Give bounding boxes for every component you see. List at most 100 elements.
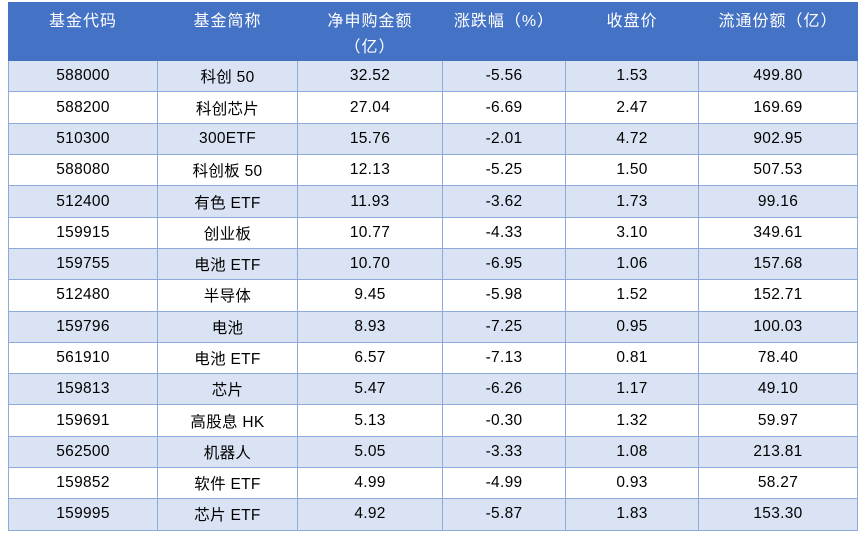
cell-change_pct: -7.13 xyxy=(442,341,566,375)
cell-change_pct: -6.95 xyxy=(442,247,566,281)
cell-close: 1.17 xyxy=(565,373,699,406)
cell-float_shares: 49.10 xyxy=(698,373,858,406)
cell-code: 588080 xyxy=(8,154,158,187)
cell-net_purchase: 5.05 xyxy=(297,435,443,469)
cell-close: 1.53 xyxy=(565,60,699,93)
cell-name: 创业板 xyxy=(157,216,298,249)
cell-change_pct: -3.62 xyxy=(442,185,566,218)
cell-code: 159852 xyxy=(8,467,158,500)
cell-net_purchase: 12.13 xyxy=(297,154,443,187)
cell-name: 300ETF xyxy=(157,122,298,156)
cell-code: 159755 xyxy=(8,247,158,281)
cell-net_purchase: 8.93 xyxy=(297,310,443,343)
cell-net_purchase: 4.92 xyxy=(297,498,443,531)
cell-close: 1.52 xyxy=(565,279,699,312)
table-row: 512400 有色 ETF 11.93 -3.62 1.73 99.16 xyxy=(8,185,858,218)
table-row: 561910 电池 ETF 6.57 -7.13 0.81 78.40 xyxy=(8,341,858,375)
cell-change_pct: -5.98 xyxy=(442,279,566,312)
cell-name: 芯片 ETF xyxy=(157,498,298,531)
cell-change_pct: -6.69 xyxy=(442,91,566,124)
column-header-code: 基金代码 xyxy=(8,1,158,62)
table-row: 159915 创业板 10.77 -4.33 3.10 349.61 xyxy=(8,216,858,249)
cell-close: 1.32 xyxy=(565,404,699,437)
cell-code: 159995 xyxy=(8,498,158,531)
cell-change_pct: -3.33 xyxy=(442,435,566,469)
column-header-change_pct: 涨跌幅（%） xyxy=(442,1,566,62)
cell-float_shares: 78.40 xyxy=(698,341,858,375)
cell-net_purchase: 9.45 xyxy=(297,279,443,312)
cell-code: 562500 xyxy=(8,435,158,469)
cell-code: 561910 xyxy=(8,341,158,375)
table-row: 159852 软件 ETF 4.99 -4.99 0.93 58.27 xyxy=(8,467,858,500)
cell-float_shares: 213.81 xyxy=(698,435,858,469)
cell-change_pct: -5.25 xyxy=(442,154,566,187)
cell-name: 科创 50 xyxy=(157,60,298,93)
cell-close: 1.50 xyxy=(565,154,699,187)
cell-code: 159691 xyxy=(8,404,158,437)
column-header-float_shares: 流通份额（亿） xyxy=(698,1,858,62)
cell-code: 512480 xyxy=(8,279,158,312)
cell-code: 588000 xyxy=(8,60,158,93)
cell-code: 159796 xyxy=(8,310,158,343)
cell-name: 电池 xyxy=(157,310,298,343)
cell-change_pct: -4.33 xyxy=(442,216,566,249)
cell-name: 高股息 HK xyxy=(157,404,298,437)
cell-name: 科创芯片 xyxy=(157,91,298,124)
table-row: 159755 电池 ETF 10.70 -6.95 1.06 157.68 xyxy=(8,247,858,281)
cell-close: 3.10 xyxy=(565,216,699,249)
cell-change_pct: -7.25 xyxy=(442,310,566,343)
cell-close: 1.08 xyxy=(565,435,699,469)
cell-net_purchase: 5.47 xyxy=(297,373,443,406)
cell-name: 有色 ETF xyxy=(157,185,298,218)
table-row: 159796 电池 8.93 -7.25 0.95 100.03 xyxy=(8,310,858,343)
column-header-name: 基金简称 xyxy=(157,1,298,62)
cell-name: 软件 ETF xyxy=(157,467,298,500)
fund-flow-table: 基金代码 基金简称 净申购金额 （亿） 涨跌幅（%） 收盘价 流通份额（亿） 588000… xyxy=(8,1,858,531)
cell-float_shares: 157.68 xyxy=(698,247,858,281)
table-header: 基金代码 基金简称 净申购金额 （亿） 涨跌幅（%） 收盘价 流通份额（亿） xyxy=(8,1,858,62)
cell-net_purchase: 10.70 xyxy=(297,247,443,281)
cell-name: 电池 ETF xyxy=(157,341,298,375)
cell-close: 0.95 xyxy=(565,310,699,343)
cell-change_pct: -2.01 xyxy=(442,122,566,156)
cell-float_shares: 152.71 xyxy=(698,279,858,312)
cell-name: 机器人 xyxy=(157,435,298,469)
table-row: 159691 高股息 HK 5.13 -0.30 1.32 59.97 xyxy=(8,404,858,437)
cell-name: 科创板 50 xyxy=(157,154,298,187)
column-header-net_purchase: 净申购金额 （亿） xyxy=(297,1,443,62)
cell-code: 588200 xyxy=(8,91,158,124)
cell-float_shares: 169.69 xyxy=(698,91,858,124)
cell-float_shares: 100.03 xyxy=(698,310,858,343)
cell-code: 159915 xyxy=(8,216,158,249)
table-row: 562500 机器人 5.05 -3.33 1.08 213.81 xyxy=(8,435,858,469)
cell-code: 159813 xyxy=(8,373,158,406)
table-row: 588000 科创 50 32.52 -5.56 1.53 499.80 xyxy=(8,60,858,93)
cell-net_purchase: 15.76 xyxy=(297,122,443,156)
cell-change_pct: -5.87 xyxy=(442,498,566,531)
table-row: 159813 芯片 5.47 -6.26 1.17 49.10 xyxy=(8,373,858,406)
column-header-close: 收盘价 xyxy=(565,1,699,62)
cell-change_pct: -6.26 xyxy=(442,373,566,406)
cell-float_shares: 59.97 xyxy=(698,404,858,437)
cell-close: 4.72 xyxy=(565,122,699,156)
cell-net_purchase: 10.77 xyxy=(297,216,443,249)
cell-name: 半导体 xyxy=(157,279,298,312)
cell-close: 2.47 xyxy=(565,91,699,124)
cell-float_shares: 99.16 xyxy=(698,185,858,218)
table-body: 588000 科创 50 32.52 -5.56 1.53 499.80 588200 科创芯… xyxy=(8,60,858,531)
table-row: 510300 300ETF 15.76 -2.01 4.72 902.95 xyxy=(8,122,858,156)
cell-change_pct: -0.30 xyxy=(442,404,566,437)
cell-close: 0.93 xyxy=(565,467,699,500)
cell-close: 1.73 xyxy=(565,185,699,218)
cell-float_shares: 507.53 xyxy=(698,154,858,187)
cell-float_shares: 902.95 xyxy=(698,122,858,156)
cell-float_shares: 58.27 xyxy=(698,467,858,500)
cell-change_pct: -4.99 xyxy=(442,467,566,500)
header-row: 基金代码 基金简称 净申购金额 （亿） 涨跌幅（%） 收盘价 流通份额（亿） xyxy=(8,1,858,62)
cell-change_pct: -5.56 xyxy=(442,60,566,93)
cell-close: 1.06 xyxy=(565,247,699,281)
cell-code: 512400 xyxy=(8,185,158,218)
table-row: 512480 半导体 9.45 -5.98 1.52 152.71 xyxy=(8,279,858,312)
cell-close: 1.83 xyxy=(565,498,699,531)
cell-name: 电池 ETF xyxy=(157,247,298,281)
